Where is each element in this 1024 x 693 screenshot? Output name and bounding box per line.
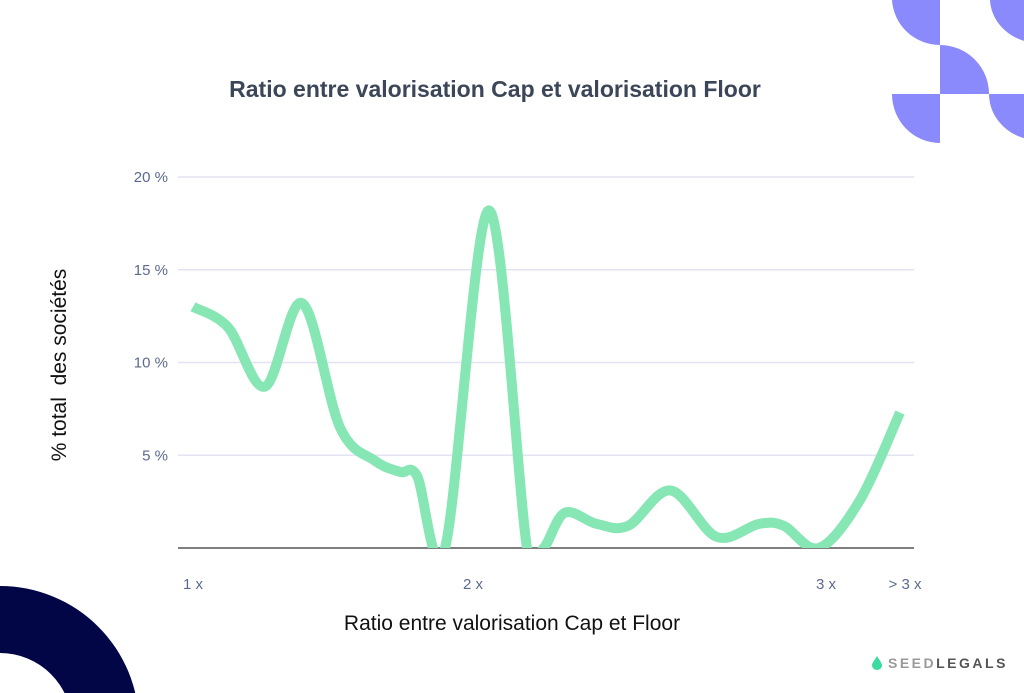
y-tick-label: 15 % bbox=[134, 262, 168, 279]
x-axis-label: Ratio entre valorisation Cap et Floor bbox=[0, 612, 1024, 636]
quarter-circle-shape bbox=[892, 94, 940, 143]
x-tick-label: 2 x bbox=[463, 576, 484, 593]
quarter-circle-shape bbox=[940, 45, 989, 94]
x-tick-label: > 3 x bbox=[889, 576, 922, 593]
quarter-circle-pattern bbox=[892, 0, 1024, 143]
x-axis-label-text: Ratio entre valorisation Cap et Floor bbox=[343, 612, 681, 635]
drop-icon bbox=[872, 656, 882, 670]
chart-title: Ratio entre valorisation Cap et valorisa… bbox=[229, 76, 761, 102]
logo-text-legals: LEGALS bbox=[936, 655, 1008, 671]
logo-text-seed: SEED bbox=[888, 655, 937, 671]
y-tick-label: 5 % bbox=[142, 447, 168, 464]
quarter-circle-shape bbox=[990, 0, 1024, 41]
quarter-circle-shape bbox=[892, 0, 940, 46]
y-tick-label: 10 % bbox=[134, 355, 168, 372]
quarter-circle-shape bbox=[989, 94, 1024, 139]
x-tick-label: 1 x bbox=[183, 576, 204, 593]
y-tick-label: 20 % bbox=[134, 169, 168, 186]
x-tick-label: 3 x bbox=[816, 576, 837, 593]
seedlegals-logo: SEEDLEGALS bbox=[872, 655, 1008, 671]
series-line bbox=[190, 205, 905, 548]
navy-arc-shape bbox=[0, 586, 136, 693]
